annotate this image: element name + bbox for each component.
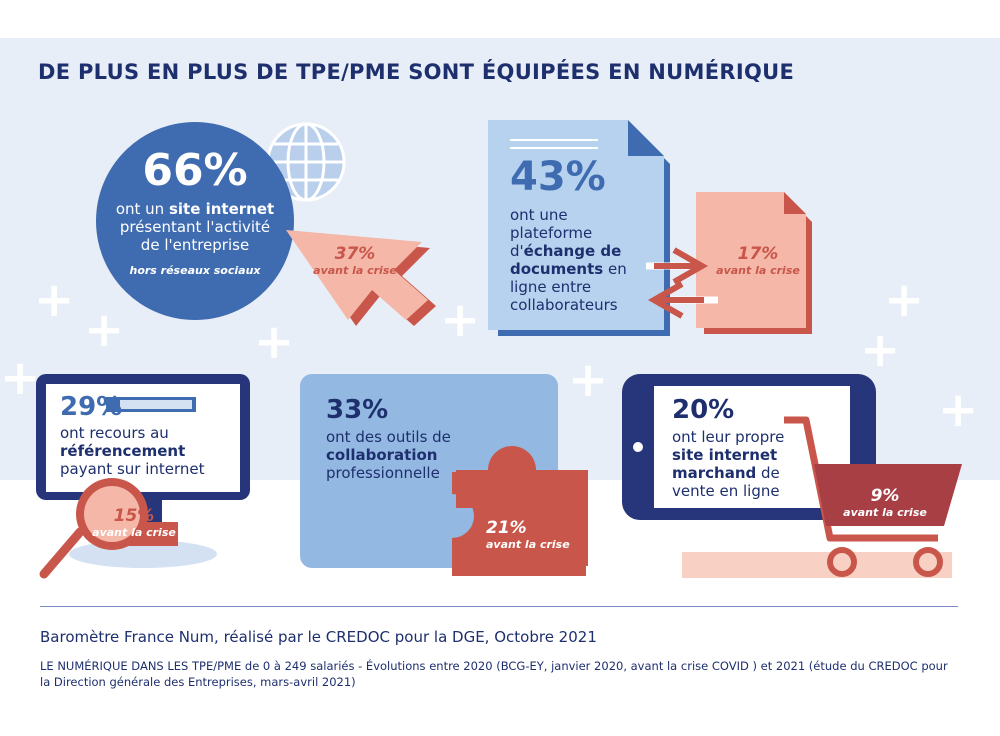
site-internet-stat: 66% ont un site internet présentant l'ac… — [96, 145, 294, 278]
stat-description: ont des outils de collaboration professi… — [326, 428, 451, 482]
plus-icon: + — [860, 322, 901, 378]
stat-description: ont leur propre site internet marchand d… — [672, 428, 785, 500]
site-internet-before: 37% avant la crise — [313, 244, 397, 277]
plus-icon: + — [568, 352, 609, 408]
document-icon — [488, 120, 670, 336]
plus-icon: + — [440, 292, 481, 348]
cart-icon — [784, 416, 962, 577]
plus-icon: + — [0, 350, 41, 406]
methodology-note: LE NUMÉRIQUE DANS LES TPE/PME de 0 à 249… — [40, 659, 948, 689]
stat-value: 20% — [672, 395, 735, 425]
floor-shadow — [682, 552, 952, 578]
progress-bar — [106, 397, 196, 412]
plus-icon: + — [254, 314, 295, 370]
divider — [40, 606, 958, 607]
plus-icon: + — [884, 272, 925, 328]
cursor-icon — [286, 230, 436, 326]
stat-value: 66% — [142, 145, 248, 196]
plus-icon: + — [84, 302, 125, 358]
stat-description: ont recours au référencement payant sur … — [60, 424, 205, 478]
small-document-icon — [696, 192, 812, 334]
collab-stat: 33% ont des outils de collaboration prof… — [326, 394, 526, 482]
stat-description: ont une plateforme d'échange de document… — [510, 206, 627, 314]
platform-before: 17% avant la crise — [716, 244, 800, 277]
stat-value: 33% — [326, 395, 389, 425]
collab-before: 21% avant la crise — [486, 518, 570, 551]
stat-description: ont un site internet présentant l'activi… — [115, 200, 275, 254]
puzzle-icon — [300, 374, 588, 576]
plus-icon: + — [938, 382, 979, 438]
ecommerce-stat: 20% ont leur propre site internet marcha… — [672, 394, 822, 500]
stat-note: hors réseaux sociaux — [129, 264, 261, 277]
exchange-arrows-icon — [646, 247, 718, 319]
site-internet-circle — [96, 122, 294, 320]
seo-before: 15% avant la crise — [92, 506, 176, 539]
magnifier-icon — [39, 478, 178, 579]
stat-value: 29% — [60, 392, 123, 422]
page-title: DE PLUS EN PLUS DE TPE/PME SONT ÉQUIPÉES… — [38, 60, 795, 84]
platform-stat: 43% ont une plateforme d'échange de docu… — [510, 152, 660, 314]
ecommerce-before: 9% avant la crise — [843, 486, 927, 519]
seo-stat: 29% ont recours au référencement payant … — [60, 392, 240, 478]
stat-value: 43% — [510, 154, 606, 200]
plus-icon: + — [34, 272, 75, 328]
source-credit: Baromètre France Num, réalisé par le CRE… — [40, 628, 597, 646]
